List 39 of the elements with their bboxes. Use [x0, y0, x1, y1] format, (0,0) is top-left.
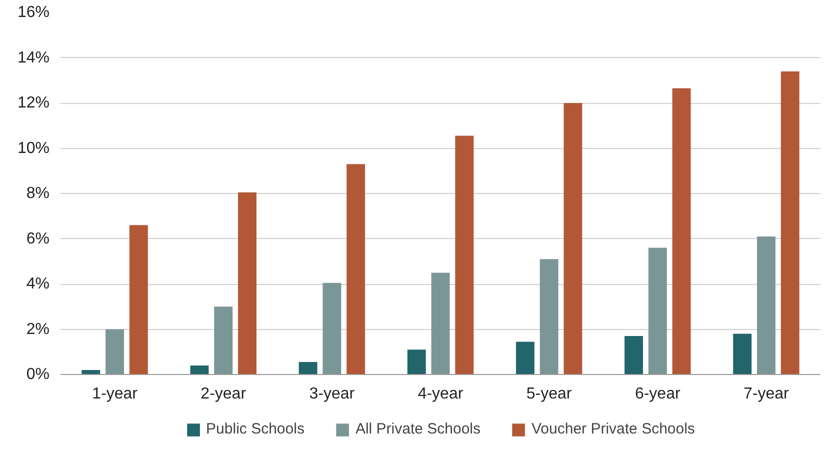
x-tick-label: 1-year	[92, 386, 138, 402]
x-tick-label: 7-year	[744, 386, 790, 402]
y-tick-label: 14%	[17, 49, 50, 66]
y-tick-label: 4%	[26, 276, 50, 292]
x-tick-label: 3-year	[309, 386, 356, 402]
y-tick-label: 2%	[26, 320, 50, 338]
bar	[564, 103, 582, 374]
bar	[756, 236, 776, 374]
bar	[190, 365, 209, 374]
y-tick-label: 12%	[17, 94, 50, 112]
bar	[672, 88, 691, 374]
bar	[214, 306, 233, 374]
y-tick-label: 8%	[26, 185, 50, 202]
y-tick-label: 0%	[26, 366, 50, 383]
bar	[455, 136, 474, 374]
bar	[733, 334, 752, 374]
bar	[346, 164, 366, 374]
bar	[322, 282, 342, 374]
bar	[648, 248, 667, 374]
bar	[298, 362, 318, 374]
x-tick-label: 6-year	[634, 386, 681, 402]
y-tick-label: 16%	[17, 4, 50, 21]
legend-label: Public Schools	[206, 420, 304, 438]
bar	[431, 272, 450, 374]
x-tick-label: 2-year	[200, 386, 247, 402]
x-tick-label: 5-year	[526, 386, 572, 402]
bar	[407, 350, 426, 374]
y-tick-label: 6%	[26, 230, 50, 248]
bar	[238, 192, 256, 374]
y-tick-label: 10%	[17, 140, 50, 157]
bar	[540, 259, 558, 374]
legend-label: Voucher Private Schools	[532, 420, 695, 438]
bar	[106, 329, 124, 374]
bar	[780, 71, 800, 374]
legend-label: All Private Schools	[355, 420, 481, 438]
bar	[624, 336, 643, 374]
x-tick-label: 4-year	[418, 386, 464, 402]
bar	[516, 342, 534, 374]
bar	[129, 225, 148, 374]
